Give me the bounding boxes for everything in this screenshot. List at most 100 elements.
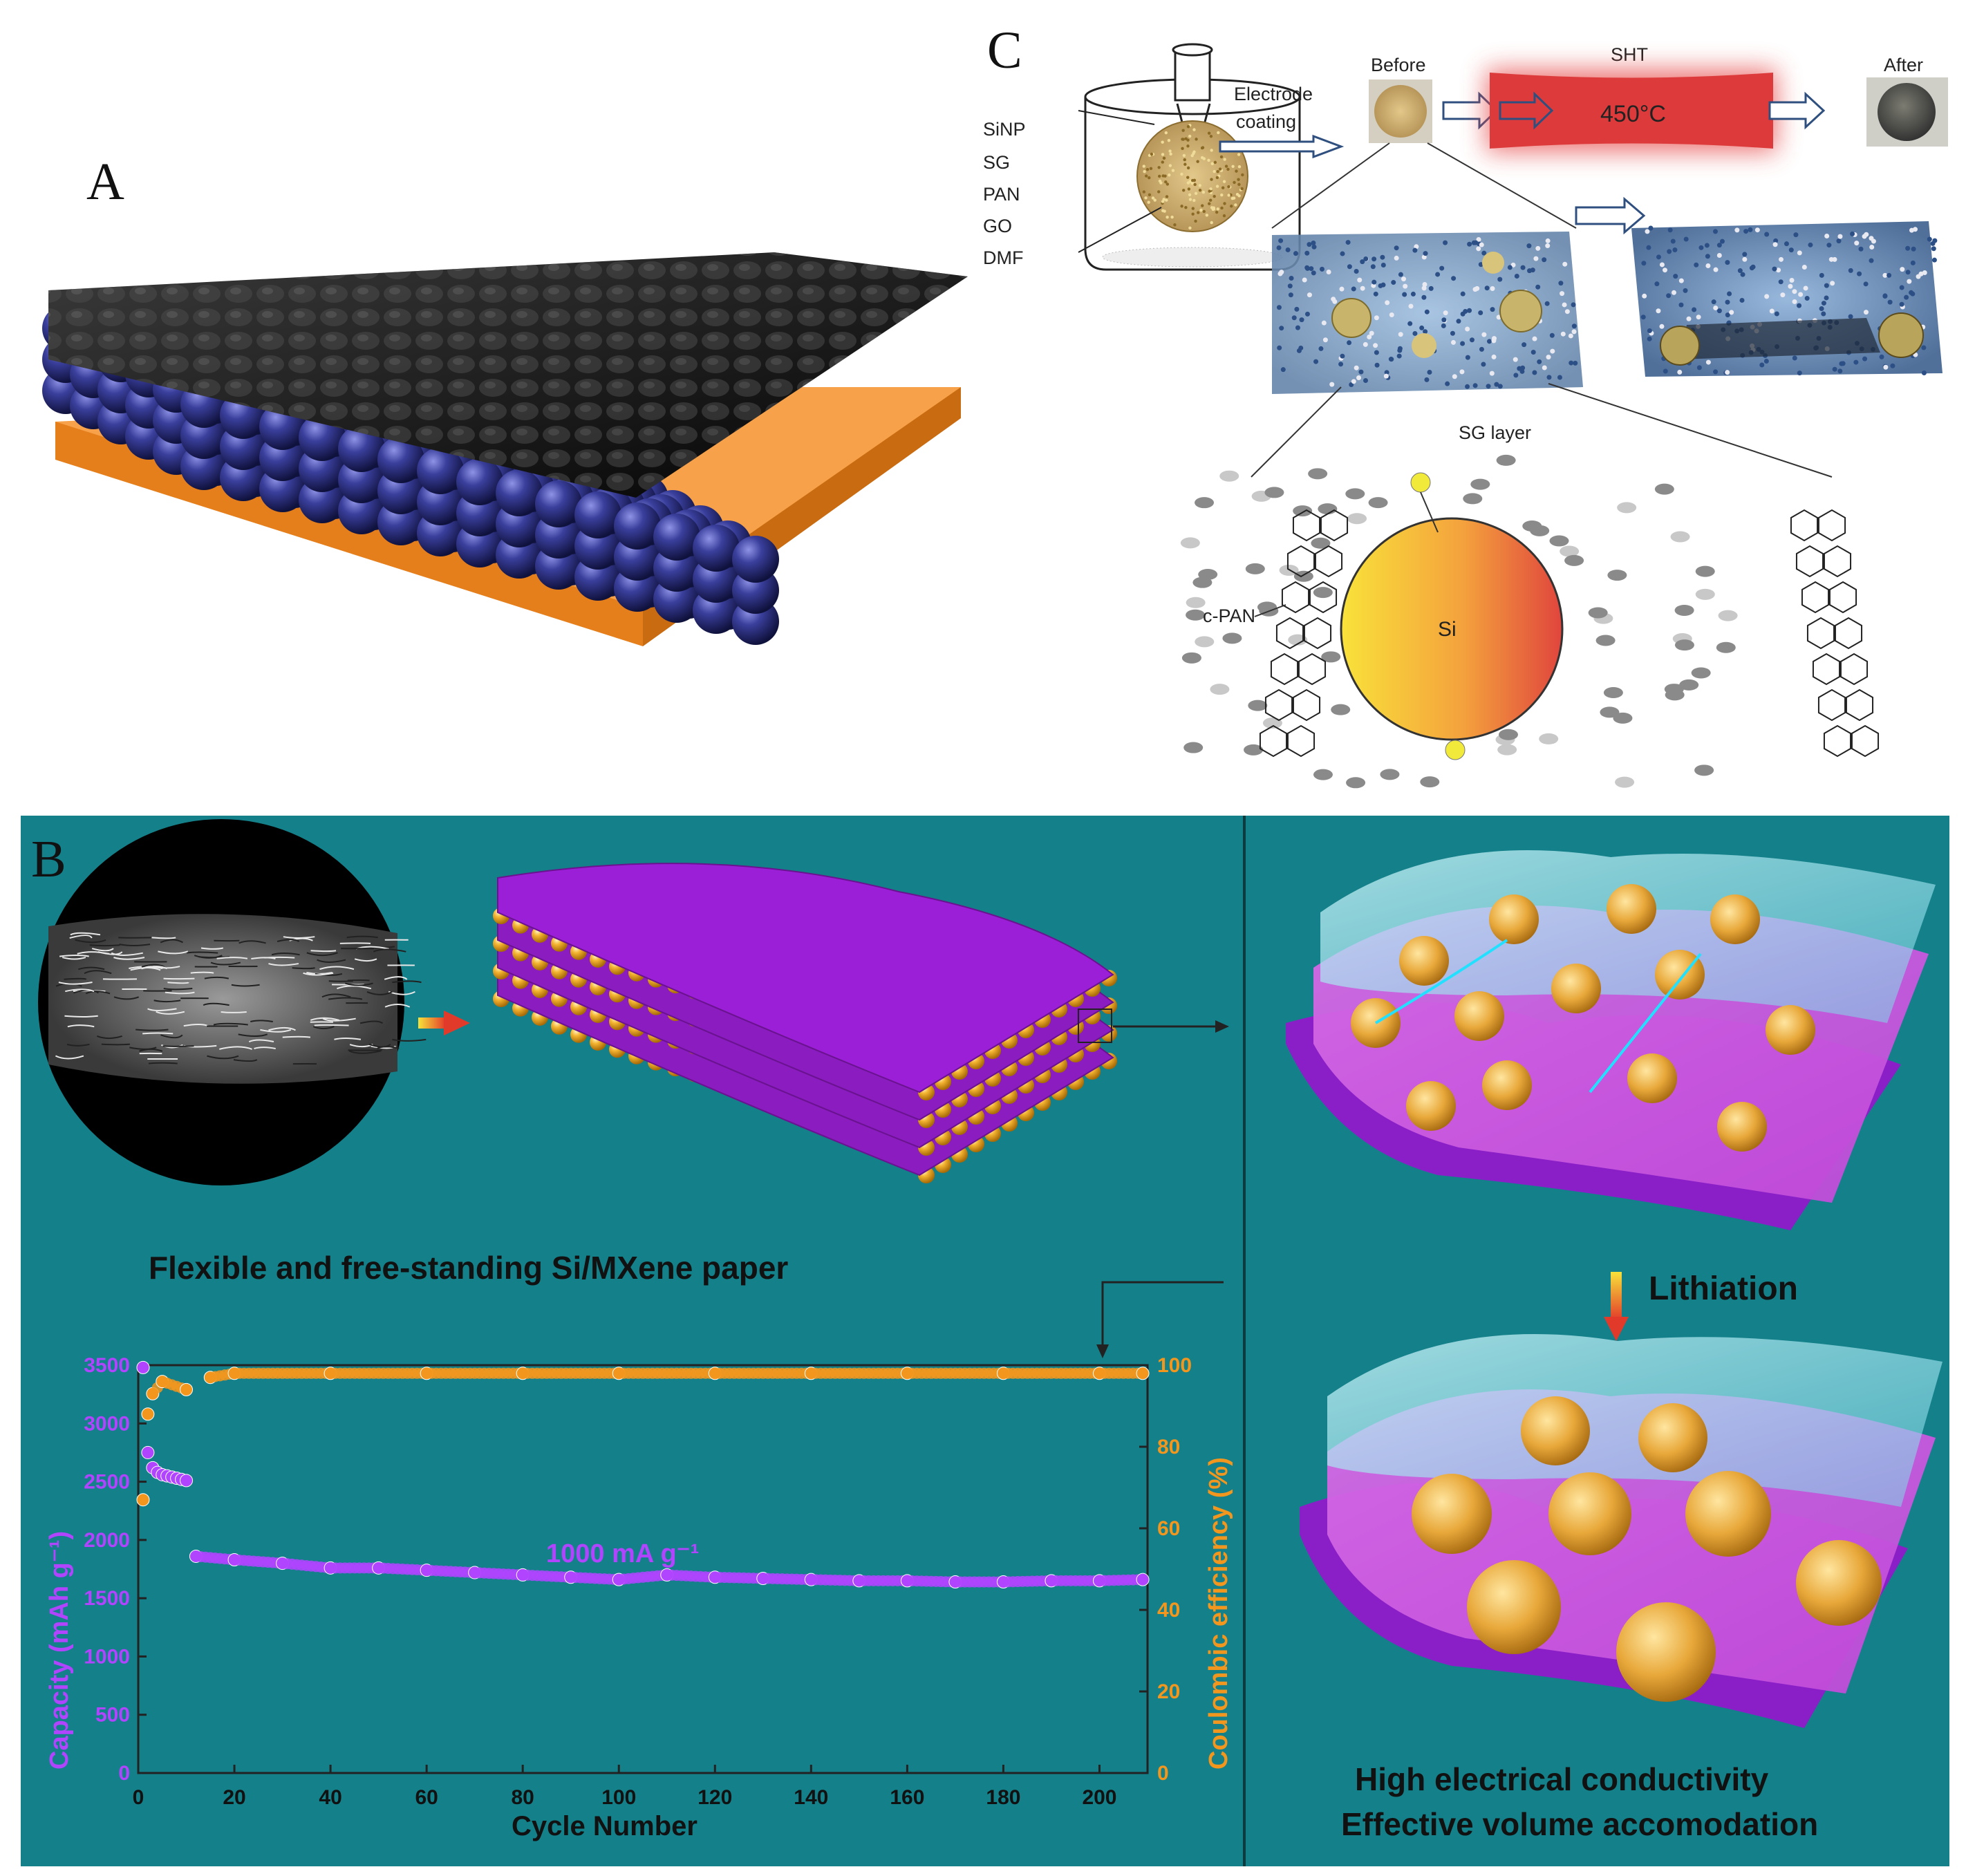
graphene-node: [1714, 268, 1719, 272]
graphene-atom: [1694, 765, 1714, 776]
graphene-atom: [1192, 577, 1212, 588]
graphene-node: [1888, 300, 1893, 305]
graphene-node: [1921, 346, 1926, 350]
graphene-node: [1371, 280, 1376, 285]
after-lithiation-illustration: [1300, 1334, 1942, 1728]
data-point: [142, 1408, 154, 1420]
graphene-node: [1313, 359, 1318, 364]
graphene-node: [1347, 340, 1351, 345]
coating-speckle: [1208, 132, 1210, 135]
coating-speckle: [1158, 175, 1161, 178]
lithiated-si-particle: [1796, 1540, 1882, 1626]
silicon-sphere: [693, 525, 740, 572]
graphene-atom: [1615, 777, 1634, 788]
coating-speckle: [1214, 161, 1217, 164]
graphene-atom: [1589, 607, 1608, 618]
composite-transform-arrow: [1576, 199, 1644, 232]
coating-speckle: [1240, 187, 1243, 190]
graphene-atom: [1604, 687, 1623, 698]
graphene-node: [1792, 299, 1797, 304]
graphene-node: [1360, 286, 1365, 291]
graphene-node: [1369, 331, 1374, 336]
graphene-node: [1904, 295, 1909, 300]
graphene-node: [1380, 255, 1385, 260]
graphene-node: [1486, 384, 1491, 388]
c-pan-ring: [1266, 690, 1292, 720]
coating-speckle: [1213, 170, 1215, 173]
graphene-node: [1293, 251, 1298, 256]
graphene-atom: [1499, 729, 1518, 740]
coating-speckle: [1186, 176, 1189, 178]
coating-speckle: [1199, 189, 1201, 191]
c-pan-ring: [1791, 510, 1817, 541]
c-pan-ring: [1271, 654, 1298, 684]
coating-speckle: [1216, 176, 1219, 179]
graphene-node: [1402, 292, 1407, 297]
graphene-node: [1460, 341, 1465, 346]
coating-speckle: [1211, 162, 1214, 165]
graphene-atom: [1655, 484, 1674, 495]
graphene-node: [1900, 267, 1904, 272]
data-point: [180, 1474, 193, 1487]
c-pan-ring: [1299, 654, 1325, 684]
graphene-node: [1331, 297, 1336, 301]
graphene-node: [1481, 362, 1486, 366]
graphene-node: [1819, 273, 1824, 278]
graphene-node: [1833, 367, 1837, 372]
data-point: [1136, 1573, 1149, 1586]
graphene-atom: [1183, 742, 1203, 753]
graphene-node: [1569, 333, 1573, 338]
graphene-node: [1784, 241, 1789, 246]
graphene-node: [1304, 265, 1309, 270]
si-particle-small: [1399, 936, 1449, 986]
graphene-node: [1832, 257, 1837, 262]
graphene-node: [1890, 364, 1895, 368]
coating-speckle: [1193, 183, 1196, 186]
x-tick-label: 60: [415, 1786, 438, 1809]
graphene-node: [1419, 326, 1424, 330]
coating-speckle: [1169, 153, 1172, 156]
coating-speckle: [1187, 167, 1190, 169]
coating-speckle: [1195, 192, 1197, 195]
graphene-node: [1533, 337, 1537, 341]
graphene-node: [1907, 279, 1911, 284]
graphene-atom: [1675, 605, 1694, 616]
graphene-node: [1456, 319, 1461, 323]
coating-speckle: [1237, 178, 1239, 180]
c-pan-ring: [1304, 618, 1331, 648]
graphene-node: [1668, 227, 1673, 232]
c-pan-ring: [1277, 618, 1303, 648]
graphene-node: [1397, 348, 1402, 353]
coating-speckle: [1170, 216, 1173, 218]
graphene-node: [1381, 263, 1386, 268]
graphene-node: [1481, 332, 1486, 337]
coating-speckle: [1216, 185, 1219, 187]
graphene-node: [1779, 257, 1784, 262]
graphene-node: [1425, 310, 1430, 315]
graphene-node: [1692, 307, 1696, 312]
graphene-node: [1535, 285, 1540, 290]
graphene-node: [1281, 367, 1286, 372]
graphene-node: [1883, 365, 1888, 370]
sem-fiber: [64, 1016, 97, 1017]
graphene-node: [1542, 365, 1547, 370]
graphene-node: [1797, 250, 1802, 255]
coating-speckle: [1233, 196, 1235, 199]
sem-fiber: [348, 980, 370, 981]
graphene-node: [1705, 254, 1710, 259]
graphene-atom: [1696, 589, 1715, 600]
graphene-node: [1725, 370, 1730, 375]
coating-speckle: [1148, 194, 1151, 196]
graphene-node: [1357, 278, 1362, 283]
graphene-node: [1389, 357, 1394, 362]
coating-speckle: [1234, 203, 1237, 206]
coating-speckle: [1188, 194, 1191, 196]
coating-speckle: [1221, 187, 1224, 189]
coating-speckle: [1223, 180, 1226, 182]
coating-speckle: [1168, 149, 1171, 152]
ingredient-sg: SG: [983, 152, 1010, 173]
graphene-node: [1391, 280, 1396, 285]
coating-speckle: [1181, 147, 1183, 150]
coating-speckle: [1182, 138, 1185, 140]
graphene-atom: [1522, 520, 1542, 532]
